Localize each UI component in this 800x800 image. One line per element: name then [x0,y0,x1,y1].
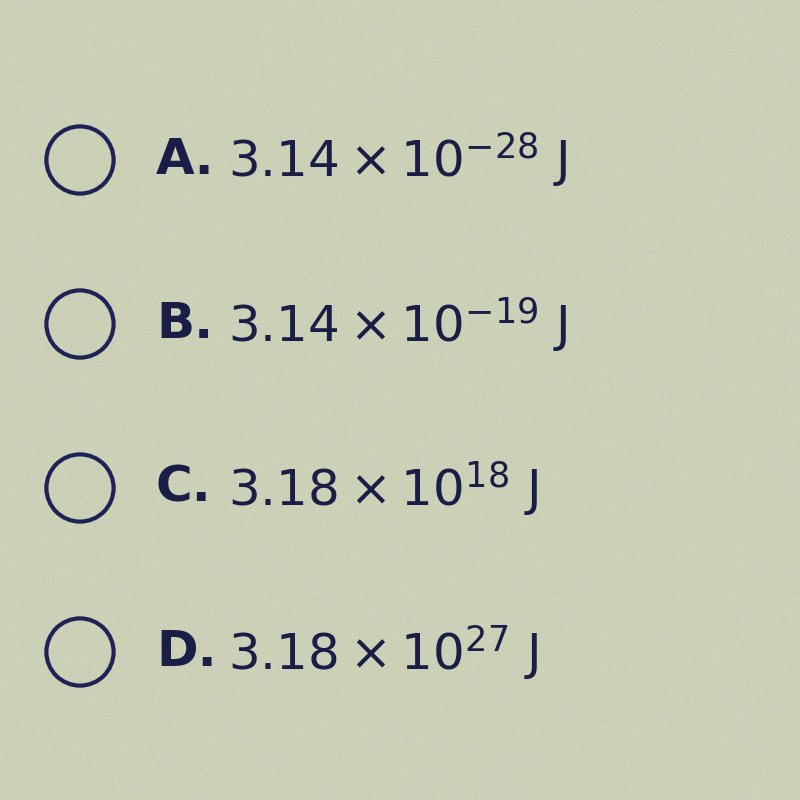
Text: $3.14 \times 10^{-19}$ J: $3.14 \times 10^{-19}$ J [228,294,568,354]
Text: B.: B. [156,300,213,348]
Text: D.: D. [156,628,217,676]
Text: A.: A. [156,136,214,184]
Text: C.: C. [156,464,212,512]
Text: $3.14 \times 10^{-28}$ J: $3.14 \times 10^{-28}$ J [228,130,568,190]
Text: $3.18 \times 10^{27}$ J: $3.18 \times 10^{27}$ J [228,622,538,682]
Text: $3.18 \times 10^{18}$ J: $3.18 \times 10^{18}$ J [228,458,538,518]
